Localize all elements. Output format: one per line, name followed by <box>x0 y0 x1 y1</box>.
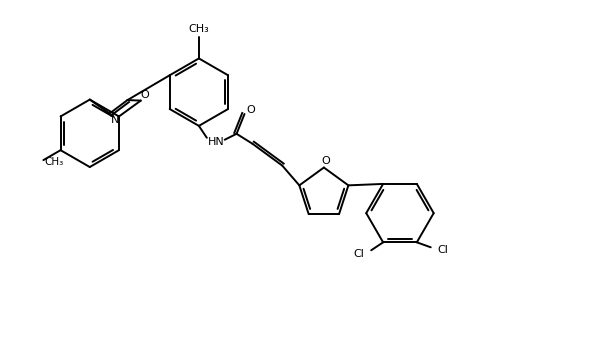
Text: O: O <box>141 90 149 99</box>
Text: Cl: Cl <box>354 249 365 259</box>
Text: CH₃: CH₃ <box>188 24 209 34</box>
Text: HN: HN <box>208 137 225 147</box>
Text: O: O <box>246 105 255 115</box>
Text: O: O <box>322 156 330 166</box>
Text: CH₃: CH₃ <box>45 157 64 167</box>
Text: N: N <box>111 115 119 126</box>
Text: Cl: Cl <box>437 245 448 255</box>
